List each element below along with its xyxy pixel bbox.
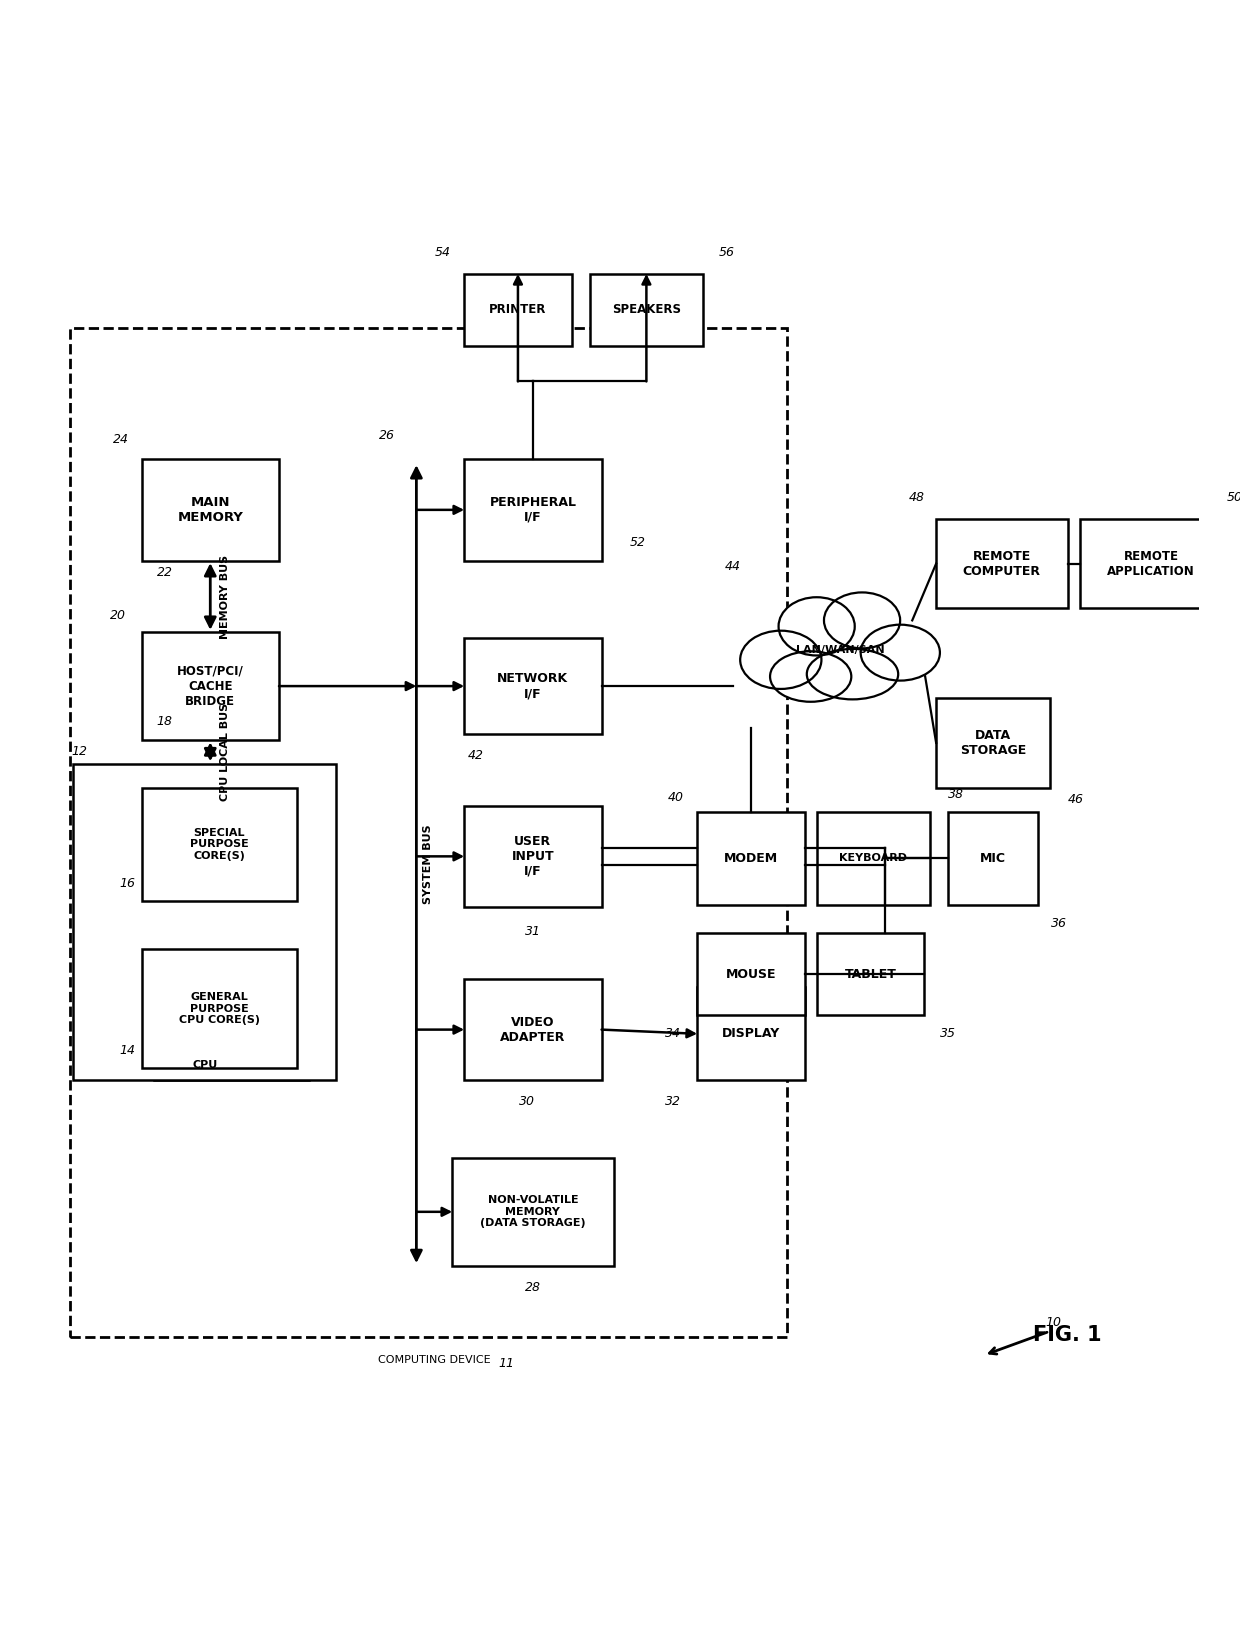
Text: 26: 26 bbox=[378, 428, 394, 441]
Text: SPECIAL
PURPOSE
CORE(S): SPECIAL PURPOSE CORE(S) bbox=[190, 828, 248, 861]
FancyBboxPatch shape bbox=[141, 460, 279, 560]
Text: 44: 44 bbox=[725, 560, 742, 573]
Text: REMOTE
APPLICATION: REMOTE APPLICATION bbox=[1107, 550, 1195, 578]
Ellipse shape bbox=[861, 624, 940, 680]
FancyBboxPatch shape bbox=[453, 1158, 614, 1265]
Text: COMPUTING DEVICE: COMPUTING DEVICE bbox=[378, 1355, 491, 1365]
FancyBboxPatch shape bbox=[817, 812, 930, 904]
Text: REMOTE
COMPUTER: REMOTE COMPUTER bbox=[962, 550, 1040, 578]
Text: 34: 34 bbox=[666, 1028, 681, 1041]
Ellipse shape bbox=[823, 593, 900, 649]
Text: MOUSE: MOUSE bbox=[725, 967, 776, 980]
Text: MAIN
MEMORY: MAIN MEMORY bbox=[177, 496, 243, 524]
Text: SPEAKERS: SPEAKERS bbox=[611, 303, 681, 316]
FancyBboxPatch shape bbox=[154, 960, 309, 1080]
Text: 30: 30 bbox=[518, 1095, 534, 1108]
Ellipse shape bbox=[770, 651, 852, 702]
Text: FIG. 1: FIG. 1 bbox=[1033, 1324, 1102, 1346]
Text: NETWORK
I/F: NETWORK I/F bbox=[497, 672, 568, 700]
Text: LAN/WAN/SAN: LAN/WAN/SAN bbox=[796, 646, 885, 656]
Text: 40: 40 bbox=[667, 791, 683, 804]
FancyBboxPatch shape bbox=[154, 799, 309, 912]
FancyBboxPatch shape bbox=[464, 460, 601, 560]
FancyBboxPatch shape bbox=[73, 764, 336, 1080]
FancyBboxPatch shape bbox=[141, 949, 296, 1069]
Text: 12: 12 bbox=[72, 746, 88, 758]
Text: SYSTEM BUS: SYSTEM BUS bbox=[423, 824, 433, 904]
Text: CPU LOCAL BUS: CPU LOCAL BUS bbox=[219, 703, 229, 800]
FancyBboxPatch shape bbox=[141, 787, 296, 901]
Text: 16: 16 bbox=[119, 876, 135, 889]
FancyBboxPatch shape bbox=[141, 632, 279, 740]
Text: MEMORY BUS: MEMORY BUS bbox=[219, 555, 229, 639]
Text: KEYBOARD: KEYBOARD bbox=[839, 853, 908, 863]
Text: GENERAL
PURPOSE
CPU CORE(S): GENERAL PURPOSE CPU CORE(S) bbox=[179, 991, 259, 1026]
Text: VIDEO
ADAPTER: VIDEO ADAPTER bbox=[500, 1016, 565, 1044]
Text: 36: 36 bbox=[1052, 917, 1068, 931]
FancyBboxPatch shape bbox=[697, 934, 805, 1015]
Text: 42: 42 bbox=[469, 749, 484, 763]
Text: 20: 20 bbox=[109, 609, 125, 623]
FancyBboxPatch shape bbox=[69, 328, 787, 1337]
Ellipse shape bbox=[740, 631, 821, 688]
Text: DISPLAY: DISPLAY bbox=[722, 1028, 780, 1041]
Text: MODEM: MODEM bbox=[724, 851, 777, 865]
Text: 52: 52 bbox=[630, 537, 646, 548]
FancyBboxPatch shape bbox=[1080, 519, 1223, 608]
Text: DATA
STORAGE: DATA STORAGE bbox=[960, 730, 1025, 758]
Text: 32: 32 bbox=[666, 1095, 681, 1108]
Text: 11: 11 bbox=[498, 1357, 515, 1370]
Ellipse shape bbox=[807, 649, 898, 700]
FancyBboxPatch shape bbox=[464, 273, 572, 346]
Text: 54: 54 bbox=[435, 245, 450, 259]
Text: 38: 38 bbox=[949, 789, 965, 802]
Text: CPU: CPU bbox=[192, 1061, 217, 1071]
Text: 28: 28 bbox=[525, 1281, 541, 1293]
FancyBboxPatch shape bbox=[936, 698, 1049, 787]
Text: TABLET: TABLET bbox=[844, 967, 897, 980]
Text: 24: 24 bbox=[113, 433, 129, 446]
Text: PERIPHERAL
I/F: PERIPHERAL I/F bbox=[490, 496, 577, 524]
Text: 10: 10 bbox=[1045, 1316, 1061, 1329]
FancyBboxPatch shape bbox=[936, 519, 1068, 608]
Text: HOST/PCI/
CACHE
BRIDGE: HOST/PCI/ CACHE BRIDGE bbox=[177, 665, 243, 708]
Text: 22: 22 bbox=[157, 567, 172, 580]
Ellipse shape bbox=[779, 598, 854, 656]
FancyBboxPatch shape bbox=[464, 805, 601, 907]
Text: MIC: MIC bbox=[980, 851, 1006, 865]
FancyBboxPatch shape bbox=[590, 273, 703, 346]
Text: 48: 48 bbox=[909, 491, 925, 504]
Text: PRINTER: PRINTER bbox=[490, 303, 547, 316]
Text: NON-VOLATILE
MEMORY
(DATA STORAGE): NON-VOLATILE MEMORY (DATA STORAGE) bbox=[480, 1196, 585, 1229]
Text: 31: 31 bbox=[525, 924, 541, 937]
FancyBboxPatch shape bbox=[464, 978, 601, 1080]
Text: 50: 50 bbox=[1226, 491, 1240, 504]
Text: 14: 14 bbox=[119, 1044, 135, 1057]
Text: 46: 46 bbox=[1068, 794, 1084, 805]
FancyBboxPatch shape bbox=[697, 987, 805, 1080]
FancyBboxPatch shape bbox=[817, 934, 924, 1015]
FancyBboxPatch shape bbox=[949, 812, 1038, 904]
Text: 56: 56 bbox=[719, 245, 735, 259]
Text: USER
INPUT
I/F: USER INPUT I/F bbox=[512, 835, 554, 878]
FancyBboxPatch shape bbox=[464, 639, 601, 735]
Text: 35: 35 bbox=[940, 1028, 956, 1041]
Text: 18: 18 bbox=[157, 715, 172, 728]
FancyBboxPatch shape bbox=[697, 812, 805, 904]
